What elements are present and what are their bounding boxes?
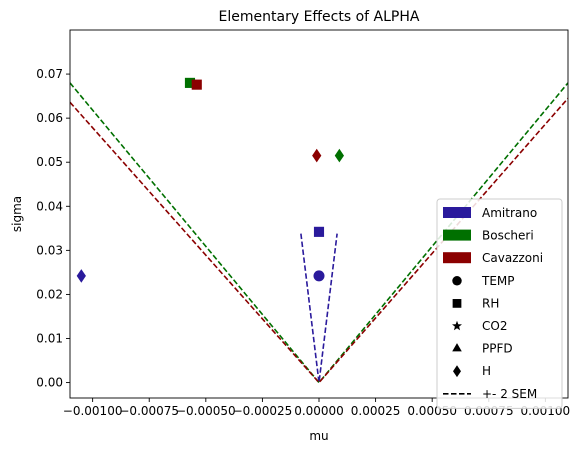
x-tick-label: 0.00000 [294,404,344,418]
x-tick-label: −0.00100 [63,404,123,418]
y-tick-label: 0.02 [36,287,63,301]
legend-label-co2: CO2 [482,319,507,333]
legend-swatch-cavazzoni [443,252,471,264]
x-tick-label: −0.00050 [176,404,236,418]
data-point-boscheri-h [334,148,344,163]
x-axis-title: mu [309,429,328,443]
legend-label-amitrano: Amitrano [482,206,537,220]
y-tick-label: 0.00 [36,376,63,390]
legend-label-cavazzoni: Cavazzoni [482,251,543,265]
data-point-amitrano-rh [313,226,325,237]
legend-label-sem: +- 2 SEM [482,387,537,401]
plot-content [70,77,568,384]
data-point-boscheri-rh [184,77,196,88]
y-tick-label: 0.05 [36,155,63,169]
y-tick-label: 0.03 [36,243,63,257]
sem-line-boscheri [70,82,568,384]
legend-marker-temp [452,276,462,286]
legend-label-ppfd: PPFD [482,342,513,356]
sem-line-cavazzoni [70,97,568,384]
legend: Amitrano Boscheri Cavazzoni TEMP RH CO2 PPFD H +… [436,198,563,409]
legend-swatch-amitrano [443,207,471,218]
data-point-amitrano-h [76,269,86,283]
x-tick-label: 0.00025 [351,404,401,418]
axis-ticks: −0.00100−0.00075−0.00050−0.00025 0.00000 0… [36,67,570,418]
sem-line-amitrano [300,233,338,383]
legend-label-h: H [482,364,491,378]
y-tick-label: 0.06 [36,111,63,125]
legend-marker-rh [452,299,462,308]
y-axis-title: sigma [10,196,24,232]
legend-label-boscheri: Boscheri [482,229,534,243]
y-tick-label: 0.04 [36,199,63,213]
legend-marker-ppfd [452,343,462,352]
legend-marker-h [453,365,461,378]
x-tick-label: −0.00075 [119,404,179,418]
x-tick-label: −0.00025 [233,404,293,418]
legend-swatch-boscheri [443,229,471,241]
data-point-cavazzoni-h [312,148,322,163]
legend-label-temp: TEMP [481,274,515,288]
plot-area [69,29,569,399]
legend-marker-co2 [452,320,462,331]
data-point-amitrano-temp [313,270,325,282]
legend-label-rh: RH [482,296,499,310]
y-tick-label: 0.07 [36,67,63,81]
data-point-cavazzoni-rh [191,79,202,90]
chart-title: Elementary Effects of ALPHA [219,9,420,25]
legend-box [436,198,563,409]
y-tick-label: 0.01 [36,332,63,346]
